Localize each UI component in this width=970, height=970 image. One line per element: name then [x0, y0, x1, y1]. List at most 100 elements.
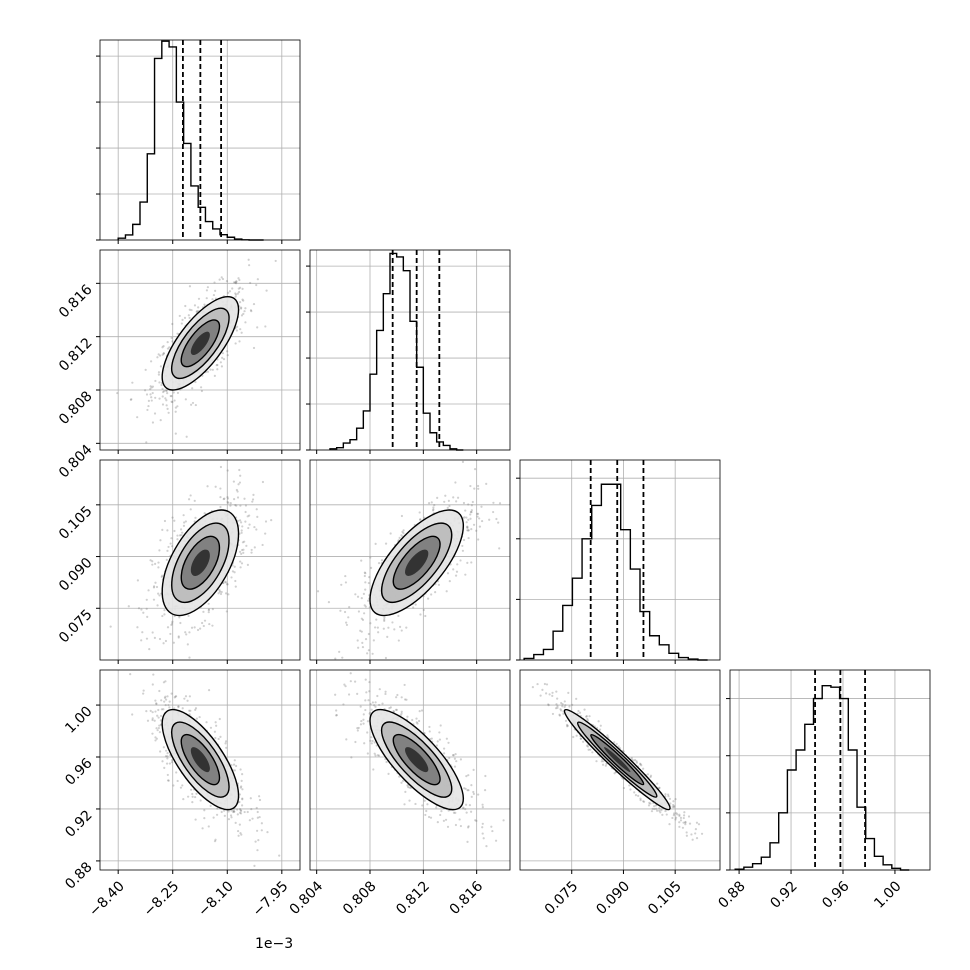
- sample-point: [142, 611, 145, 614]
- sample-point: [575, 734, 578, 737]
- sample-point: [615, 742, 618, 746]
- sample-point: [225, 610, 228, 613]
- sample-point: [261, 543, 264, 547]
- sample-point: [167, 779, 170, 782]
- sample-point: [445, 737, 448, 740]
- sample-point: [579, 737, 583, 740]
- sample-point: [151, 717, 154, 720]
- sample-point: [634, 794, 638, 797]
- sample-point: [184, 695, 188, 698]
- sample-point: [374, 754, 377, 757]
- sample-point: [658, 807, 661, 810]
- sample-point: [164, 389, 168, 392]
- sample-point: [151, 665, 153, 667]
- sample-point: [633, 758, 637, 762]
- sample-point: [187, 795, 190, 798]
- sample-point: [162, 345, 165, 348]
- sample-point: [170, 400, 173, 403]
- sample-point: [219, 735, 222, 738]
- sample-point: [459, 824, 463, 828]
- sample-point: [418, 511, 421, 514]
- sample-point: [383, 619, 386, 623]
- sample-point: [256, 278, 259, 281]
- sample-point: [448, 756, 451, 760]
- sample-point: [160, 699, 163, 702]
- sample-point: [248, 264, 251, 267]
- x-tick-label: 0.88: [715, 878, 748, 911]
- sample-point: [443, 752, 446, 755]
- sample-point: [559, 708, 562, 711]
- sample-point: [209, 804, 212, 807]
- scatter-panel-2-1: [309, 459, 511, 664]
- sample-point: [224, 742, 227, 745]
- sample-point: [147, 589, 150, 592]
- sample-point: [188, 713, 191, 716]
- panel-frame: [99, 249, 301, 451]
- sample-point: [461, 544, 464, 548]
- sample-point: [470, 795, 473, 798]
- sample-point: [375, 618, 378, 621]
- sample-point: [154, 562, 157, 565]
- histogram-panel-0: [96, 39, 301, 244]
- sample-point: [201, 621, 204, 625]
- sample-point: [158, 549, 161, 552]
- sample-point: [238, 278, 241, 282]
- y-tick-label: 1.00: [62, 703, 95, 736]
- sample-point: [187, 614, 190, 618]
- sample-point: [471, 500, 474, 504]
- sample-point: [664, 795, 667, 798]
- sample-point: [156, 729, 159, 732]
- sample-point: [223, 814, 226, 817]
- sample-point: [642, 800, 646, 803]
- sample-point: [380, 559, 384, 562]
- sample-point: [153, 719, 156, 722]
- sample-point: [476, 484, 480, 488]
- sample-point: [591, 751, 594, 754]
- sample-point: [152, 585, 156, 588]
- sample-point: [206, 485, 209, 488]
- x-tick-label: 0.075: [542, 878, 582, 918]
- sample-point: [467, 774, 470, 777]
- sample-point: [217, 592, 220, 595]
- sample-point: [362, 718, 365, 721]
- sample-point: [656, 782, 659, 785]
- sample-point: [655, 809, 659, 812]
- sample-point: [628, 784, 631, 787]
- sample-point: [400, 712, 403, 715]
- sample-point: [151, 711, 154, 714]
- sample-point: [260, 822, 263, 825]
- x-tick-label: 0.816: [447, 878, 487, 918]
- sample-point: [155, 585, 159, 589]
- sample-point: [436, 821, 439, 824]
- sample-point: [181, 318, 184, 321]
- sample-point: [354, 740, 357, 744]
- sample-point: [183, 697, 186, 700]
- sample-point: [667, 793, 670, 796]
- sample-point: [238, 793, 241, 796]
- sample-point: [439, 813, 442, 817]
- sample-point: [492, 510, 495, 514]
- sample-point: [361, 641, 364, 644]
- sample-point: [635, 760, 638, 763]
- sample-point: [541, 881, 543, 883]
- sample-point: [219, 505, 222, 509]
- sample-point: [154, 379, 157, 383]
- sample-point: [396, 693, 399, 697]
- sample-point: [367, 632, 370, 636]
- histogram-line: [329, 252, 464, 451]
- sample-point: [664, 793, 667, 796]
- sample-point: [467, 529, 470, 532]
- sample-point: [243, 310, 246, 313]
- sample-point: [162, 681, 166, 684]
- sample-point: [217, 737, 220, 741]
- sample-point: [205, 289, 209, 292]
- sample-point: [451, 754, 455, 757]
- sample-point: [243, 497, 246, 500]
- sample-point: [239, 300, 242, 304]
- sample-point: [369, 566, 373, 569]
- sample-point: [342, 703, 345, 706]
- sample-point: [226, 583, 229, 586]
- sample-point: [234, 295, 237, 298]
- sample-point: [147, 404, 150, 408]
- sample-point: [348, 606, 351, 609]
